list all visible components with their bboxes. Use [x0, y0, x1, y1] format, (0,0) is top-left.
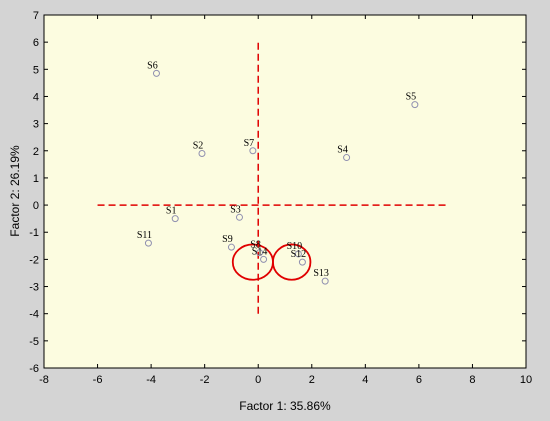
data-point — [298, 258, 306, 266]
data-point-label: S9 — [222, 234, 233, 245]
y-tick-label: 4 — [33, 91, 39, 103]
data-point-label: S3 — [230, 204, 241, 215]
y-tick-label: 3 — [33, 119, 39, 131]
data-point-label: S14 — [252, 246, 268, 257]
x-tick-label: -2 — [200, 374, 210, 386]
y-axis-title: Factor 2: 26.19% — [8, 145, 22, 237]
y-tick-label: 1 — [33, 173, 39, 185]
data-point — [227, 243, 235, 251]
reference-lines — [97, 42, 446, 314]
y-tick-label: -3 — [29, 282, 39, 294]
y-tick-label: 6 — [33, 37, 39, 49]
data-point — [260, 255, 268, 263]
data-point-label: S4 — [337, 145, 348, 156]
x-tick-label: 10 — [520, 374, 532, 386]
data-point — [294, 250, 302, 258]
data-point-label: S1 — [166, 206, 177, 217]
highlight-circles — [231, 243, 312, 281]
data-point — [171, 215, 179, 223]
data-points: S1 S2 S3 S4 S5 S6 S7 S8 S9 S10 S11 S12 S13 S14 — [137, 60, 419, 285]
data-point — [321, 277, 329, 285]
y-tick-label: 2 — [33, 146, 39, 158]
x-tick-label: -6 — [93, 374, 103, 386]
y-tick-label: -1 — [29, 227, 39, 239]
data-point-label: S5 — [406, 92, 417, 103]
y-tick-label: -5 — [29, 336, 39, 348]
data-point-label: S7 — [244, 138, 255, 149]
y-tick-label: 0 — [33, 200, 39, 212]
data-point-label: S12 — [291, 249, 307, 260]
y-tick-label: -2 — [29, 254, 39, 266]
x-tick-label: -8 — [39, 374, 49, 386]
x-tick-label: 2 — [309, 374, 315, 386]
data-point-label: S11 — [137, 230, 152, 241]
highlight-circle — [272, 243, 312, 281]
x-axis-title: Factor 1: 35.86% — [239, 399, 331, 413]
x-tick-label: 0 — [255, 374, 261, 386]
y-tick-label: 7 — [33, 10, 39, 22]
data-point — [144, 239, 152, 247]
data-point-label: S10 — [287, 241, 303, 252]
data-point — [235, 213, 243, 221]
x-tick-label: 6 — [416, 374, 422, 386]
data-point — [343, 154, 351, 162]
y-tick-label: 5 — [33, 64, 39, 76]
y-tick-label: -6 — [29, 363, 39, 375]
data-point — [198, 149, 206, 157]
data-point — [152, 69, 160, 77]
data-point-label: S6 — [147, 60, 158, 71]
data-point-label: S2 — [193, 140, 204, 151]
data-point — [411, 101, 419, 109]
data-point — [256, 249, 264, 257]
data-point-label: S8 — [250, 240, 261, 251]
x-tick-label: -4 — [146, 374, 156, 386]
x-tick-label: 8 — [469, 374, 475, 386]
data-point — [249, 147, 257, 155]
data-point-label: S13 — [313, 268, 329, 279]
plot-area — [43, 14, 527, 369]
x-tick-label: 4 — [362, 374, 368, 386]
y-tick-label: -4 — [29, 309, 39, 321]
